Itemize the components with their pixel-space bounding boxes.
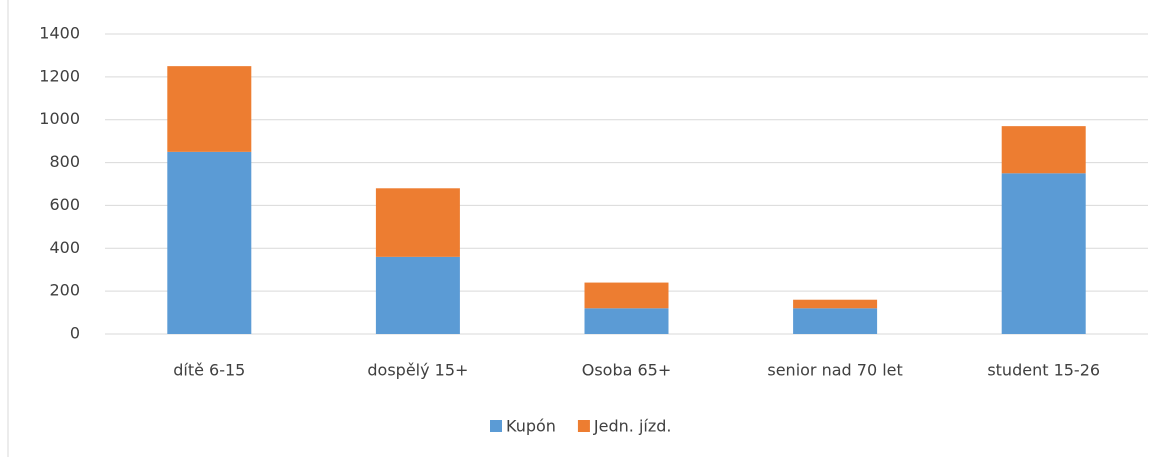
x-tick-label: dospělý 15+: [367, 361, 468, 380]
bar-segment: [584, 282, 669, 309]
legend-label: Jedn. jízd.: [593, 417, 672, 436]
bar-segment: [793, 308, 878, 334]
bar-segment: [1001, 126, 1086, 174]
y-tick-label: 1400: [39, 24, 80, 43]
bar-segment: [793, 299, 878, 309]
bar-segment: [584, 308, 669, 334]
bar-segment: [167, 66, 252, 152]
x-tick-label: Osoba 65+: [582, 361, 672, 380]
y-tick-label: 1200: [39, 66, 80, 85]
legend-swatch: [577, 420, 590, 432]
y-tick-label: 600: [49, 195, 80, 214]
y-tick-label: 800: [49, 152, 80, 171]
y-tick-label: 400: [49, 238, 80, 257]
x-tick-label: student 15-26: [987, 361, 1100, 380]
y-tick-label: 1000: [39, 109, 80, 128]
bar-segment: [1001, 173, 1086, 334]
y-tick-label: 200: [49, 281, 80, 300]
y-tick-label: 0: [70, 324, 80, 343]
legend-swatch: [490, 420, 502, 432]
x-tick-label: dítě 6-15: [173, 361, 245, 380]
bar-segment: [375, 188, 460, 257]
legend-label: Kupón: [506, 417, 556, 436]
x-tick-label: senior nad 70 let: [767, 361, 902, 380]
bar-segment: [375, 256, 460, 334]
bar-segment: [167, 151, 252, 334]
